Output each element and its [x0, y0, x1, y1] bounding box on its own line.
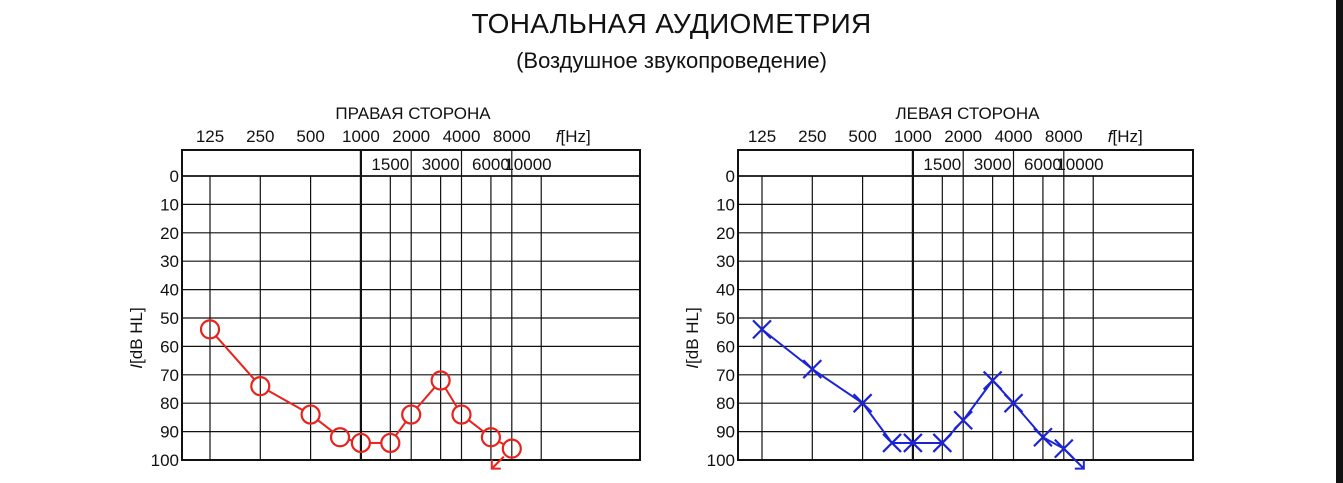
y-tick-label: 50 [716, 309, 735, 328]
series-segment [444, 387, 458, 408]
page-subtitle: (Воздушное звукопроведение) [516, 48, 827, 73]
series-segment [394, 421, 407, 437]
data-point-circle [329, 427, 351, 448]
y-tick-label: 10 [716, 195, 735, 214]
y-tick-label: 90 [716, 423, 735, 442]
y-tick-label: 10 [160, 195, 179, 214]
data-point-circle [401, 404, 422, 425]
x-tick-label: 125 [748, 127, 776, 146]
x-tick-label-inter: 10000 [1056, 155, 1103, 174]
data-point-circle [451, 404, 472, 425]
data-point-cross [882, 433, 902, 453]
x-tick-label-inter: 3000 [422, 155, 460, 174]
data-point-cross [932, 433, 953, 453]
y-tick-label: 100 [151, 451, 179, 470]
data-point-cross [1003, 393, 1024, 413]
series-segment [1042, 436, 1065, 450]
x-tick-label: 8000 [1045, 127, 1083, 146]
data-point-circle [480, 427, 502, 448]
series-segment [811, 368, 864, 405]
series-segment [267, 389, 304, 412]
y-tick-label: 100 [707, 451, 735, 470]
x-tick-label: 1000 [342, 127, 380, 146]
x-tick-label-inter: 10000 [504, 155, 551, 174]
y-tick-label: 80 [160, 394, 179, 413]
data-point-circle [300, 404, 321, 425]
y-tick-label: 70 [160, 366, 179, 385]
data-point-cross [1033, 427, 1053, 448]
data-point-circle [380, 432, 401, 454]
plot-frame [737, 149, 1194, 461]
series-segment [861, 402, 893, 444]
y-tick-label: 70 [716, 366, 735, 385]
panel-title: ЛЕВАЯ СТОРОНА [896, 104, 1041, 123]
x-tick-label: 8000 [493, 127, 531, 146]
x-tick-label: 500 [296, 127, 324, 146]
y-tick-label: 40 [716, 281, 735, 300]
x-tick-label: 4000 [995, 127, 1033, 146]
y-tick-label: 30 [716, 252, 735, 271]
y-axis-label: I[dB HL] [127, 307, 146, 368]
data-point-circle [430, 370, 451, 391]
x-tick-label-inter: 6000 [472, 155, 510, 174]
series-segment [416, 386, 436, 409]
x-tick-label: 500 [848, 127, 876, 146]
data-point-circle [199, 319, 221, 340]
y-tick-label: 80 [716, 394, 735, 413]
y-tick-label: 20 [160, 224, 179, 243]
x-tick-label-inter: 1500 [371, 155, 409, 174]
no-response-arrow [491, 455, 505, 470]
y-axis-label: I[dB HL] [683, 307, 702, 368]
x-tick-label: 1000 [894, 127, 932, 146]
series-segment [215, 335, 256, 381]
page-title: ТОНАЛЬНАЯ АУДИОМЕТРИЯ [471, 8, 872, 39]
no-response-arrowhead [490, 459, 501, 470]
data-point-cross [982, 370, 1003, 391]
y-tick-label: 0 [726, 167, 735, 186]
y-tick-label: 40 [160, 281, 179, 300]
y-tick-label: 60 [160, 337, 179, 356]
data-point-cross [802, 359, 823, 379]
y-tick-label: 30 [160, 252, 179, 271]
x-tick-label: 250 [246, 127, 274, 146]
data-point-circle [250, 376, 271, 397]
data-point-circle [501, 438, 522, 459]
x-tick-label-inter: 6000 [1024, 155, 1062, 174]
window-edge [1336, 0, 1343, 483]
x-tick-label: 2000 [944, 127, 982, 146]
x-tick-label-inter: 1500 [923, 155, 961, 174]
no-response-arrow [1067, 451, 1085, 470]
x-tick-label: 4000 [443, 127, 481, 146]
series-segment [962, 379, 994, 421]
y-tick-label: 50 [160, 309, 179, 328]
data-point-cross [953, 410, 973, 431]
data-point-cross [903, 433, 923, 453]
x-tick-label: 125 [196, 127, 224, 146]
x-tick-label-inter: 3000 [974, 155, 1012, 174]
y-tick-label: 60 [716, 337, 735, 356]
data-point-cross [752, 319, 772, 340]
plot-frame [181, 149, 641, 461]
x-tick-label: 250 [798, 127, 826, 146]
data-point-circle [350, 432, 371, 454]
data-point-cross [852, 393, 873, 413]
no-response-arrowhead [1074, 459, 1085, 470]
series-segment [317, 419, 334, 433]
x-tick-label: 2000 [392, 127, 430, 146]
y-tick-label: 0 [170, 167, 179, 186]
y-tick-label: 90 [160, 423, 179, 442]
y-tick-label: 20 [716, 224, 735, 243]
series-segment [761, 328, 813, 370]
x-axis-label: f[Hz] [1108, 127, 1143, 146]
x-axis-label: f[Hz] [556, 127, 591, 146]
panel-title: ПРАВАЯ СТОРОНА [335, 104, 491, 123]
series-segment [468, 419, 485, 433]
